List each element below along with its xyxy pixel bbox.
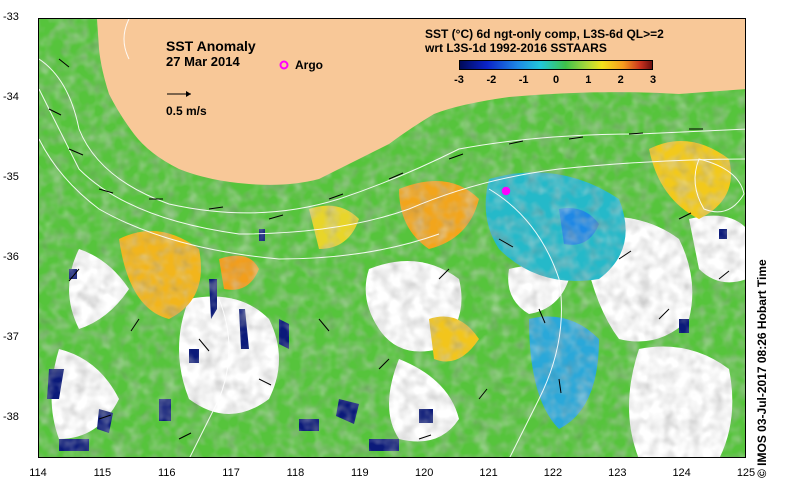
longitude-tick-label: 120 (414, 467, 434, 479)
colorbar-tick-label: -3 (454, 74, 464, 86)
argo-legend-icon (279, 60, 289, 70)
latitude-tick-label: -37 (3, 331, 19, 343)
longitude-tick-label: 115 (93, 467, 112, 479)
colorbar-tick-label: -2 (486, 74, 497, 86)
latitude-tick-label: -35 (3, 171, 19, 183)
map-title: SST Anomaly (166, 38, 256, 54)
latitude-tick-label: -36 (3, 251, 19, 263)
colorbar-tick-label: 3 (649, 74, 657, 86)
longitude-tick-label: 125 (736, 467, 756, 479)
longitude-tick-label: 122 (543, 467, 563, 479)
scale-label: 0.5 m/s (166, 104, 207, 118)
argo-label: Argo (295, 58, 323, 72)
current-vectors (48, 58, 730, 440)
latitude-tick-label: -38 (3, 411, 19, 423)
longitude-tick-label: 119 (351, 467, 369, 479)
longitude-tick-label: 117 (222, 467, 240, 479)
colorbar-tick-label: 1 (585, 74, 592, 86)
product-line-2: wrt L3S-1d 1992-2016 SSTAARS (425, 41, 607, 55)
scale-arrow (167, 91, 191, 97)
credit-text: © IMOS 03-Jul-2017 08:26 Hobart Time (755, 259, 769, 478)
longitude-tick-label: 124 (672, 467, 691, 479)
longitude-tick-label: 123 (608, 467, 627, 479)
sst-map[interactable] (38, 18, 746, 458)
latitude-tick-label: -34 (3, 91, 19, 103)
longitude-tick-label: 118 (286, 467, 305, 479)
sst-contours (39, 19, 745, 457)
colorbar-tick-label: 2 (617, 74, 624, 86)
argo-float-marker[interactable] (501, 186, 511, 196)
colorbar (459, 60, 653, 70)
longitude-tick-label: 116 (157, 467, 176, 479)
map-date: 27 Mar 2014 (166, 54, 240, 69)
colorbar-tick-label: 0 (552, 74, 560, 86)
longitude-tick-label: 121 (479, 467, 498, 479)
product-line-1: SST (°C) 6d ngt-only comp, L3S-6d QL>=2 (425, 27, 664, 41)
longitude-tick-label: 114 (29, 467, 47, 479)
sst-anomaly-field (39, 19, 745, 457)
latitude-tick-label: -33 (3, 11, 19, 23)
colorbar-tick-label: -1 (518, 74, 529, 86)
